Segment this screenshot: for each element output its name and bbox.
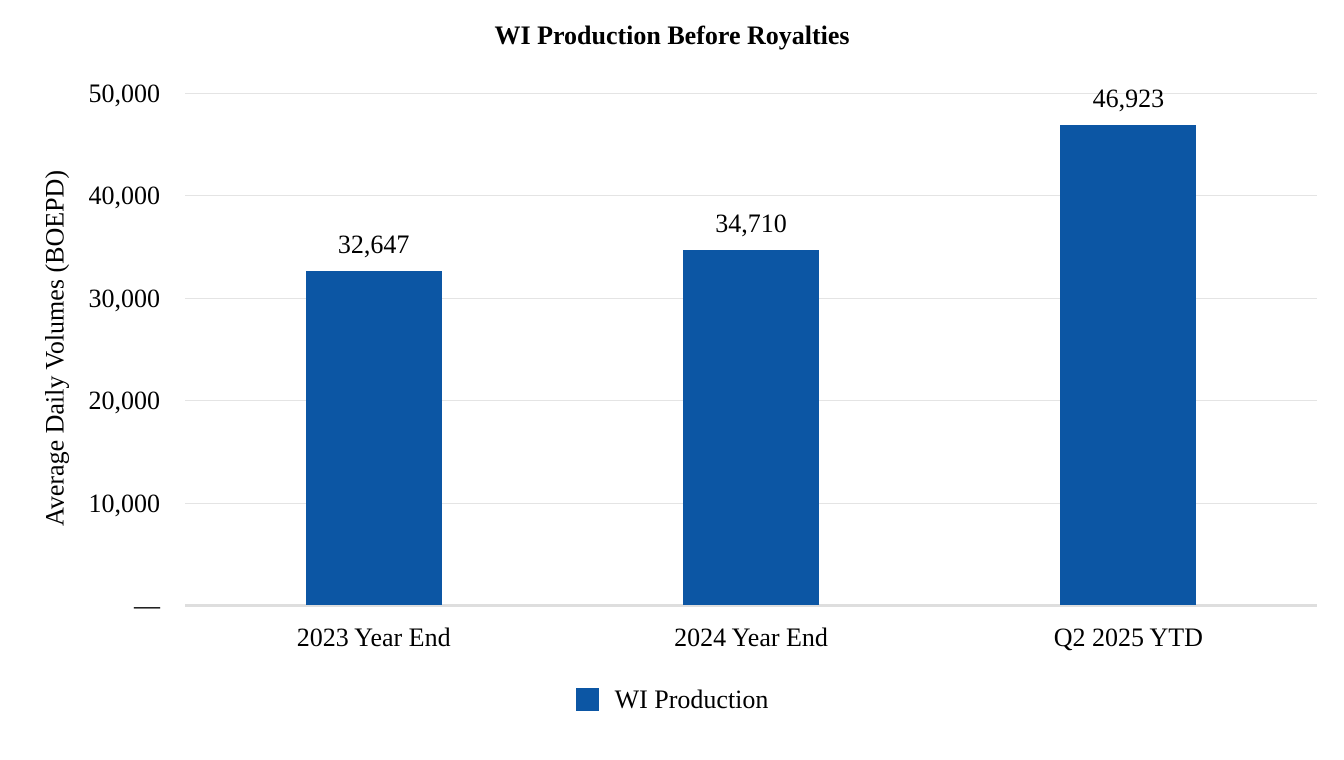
legend: WI Production	[0, 684, 1344, 715]
legend-label: WI Production	[614, 685, 769, 714]
bar-value-label: 34,710	[715, 208, 787, 238]
chart-title: WI Production Before Royalties	[494, 21, 850, 50]
y-gridline	[185, 195, 1317, 197]
x-axis-baseline	[185, 604, 1317, 607]
bar-value-label: 46,923	[1092, 83, 1165, 113]
bar-value-label: 32,647	[337, 229, 410, 259]
y-tick-label: 10,000	[88, 488, 161, 518]
y-axis-title: Average Daily Volumes (BOEPD)	[40, 169, 70, 527]
y-tick-label: 50,000	[88, 79, 161, 108]
legend-swatch	[575, 688, 599, 711]
y-tick-label: 30,000	[88, 283, 161, 313]
bar-2023-year-end	[305, 270, 442, 605]
x-tick-label: 2024 Year End	[674, 623, 828, 652]
x-tick-label: Q2 2025 YTD	[1053, 623, 1203, 652]
y-tick-label: 20,000	[88, 386, 161, 416]
y-gridline	[185, 93, 1317, 94]
bar-q2-2025-ytd	[1060, 124, 1197, 605]
y-tick-label: 40,000	[88, 181, 161, 211]
x-tick-label: 2023 Year End	[296, 623, 451, 652]
bar-2024-year-end	[683, 249, 819, 605]
y-tick-label: —	[134, 591, 160, 620]
